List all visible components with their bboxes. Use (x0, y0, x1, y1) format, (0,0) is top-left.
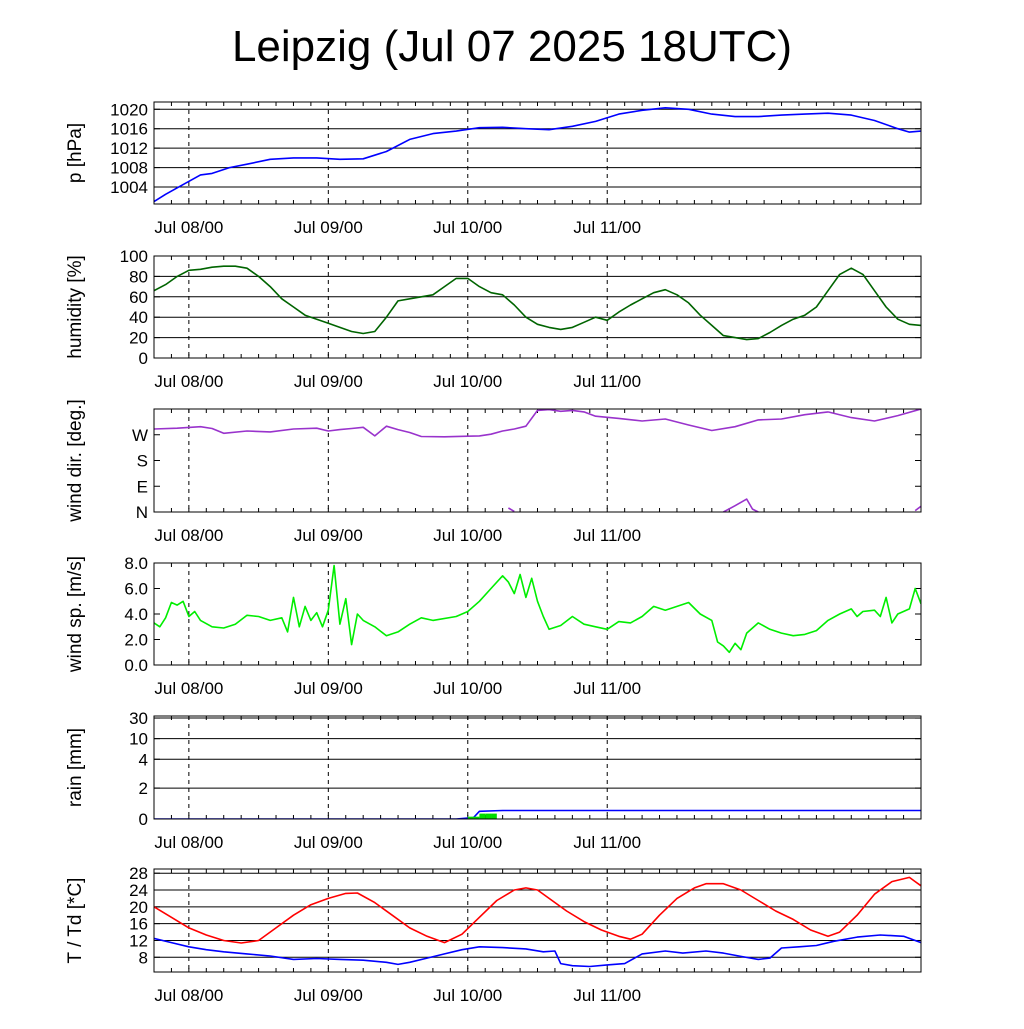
humidity-frame (153, 255, 922, 359)
y-tick-label: 40 (129, 308, 148, 327)
y-tick-label: N (136, 503, 148, 522)
t-temperature-line (154, 876, 921, 944)
wind-direction-line (508, 507, 515, 512)
chart-title: Leipzig (Jul 07 2025 18UTC) (231, 22, 793, 71)
x-tick-label: Jul 09/00 (294, 526, 363, 545)
x-tick-label: Jul 11/00 (573, 526, 641, 545)
x-tick-label: Jul 08/00 (154, 372, 223, 391)
x-tick-label: Jul 11/00 (573, 372, 641, 391)
wind-direction-frame (153, 408, 922, 513)
y-tick-label: 24 (129, 881, 148, 900)
y-tick-label: 1004 (110, 178, 148, 197)
pressure-frame (153, 101, 922, 205)
y-axis-label: wind sp. [m/s] (65, 556, 86, 673)
wind-direction-line (914, 505, 921, 512)
x-tick-label: Jul 10/00 (433, 218, 502, 237)
x-tick-label: Jul 09/00 (294, 679, 363, 698)
rain-data (154, 809, 921, 819)
rain-panel: 0 2 410 30 rain [mm] Jul 08/00 Jul 09/00 Jul 10… (65, 709, 922, 852)
y-tick-label: 6.0 (124, 580, 148, 599)
y-tick-label: W (132, 426, 148, 445)
y-tick-label: 2.0 (124, 631, 148, 650)
wind-speed-panel: 0.0 2.0 4.0 6.0 8.0 wind sp. [m/s] Jul 08/00 Ju… (65, 554, 922, 698)
y-tick-label: 60 (129, 288, 148, 307)
wind-direction-data (154, 409, 921, 512)
pressure-line (154, 107, 921, 203)
x-tick-label: Jul 09/00 (294, 986, 363, 1005)
y-tick-label: 12 (129, 931, 148, 950)
y-tick-label: E (137, 477, 148, 496)
x-tick-label: Jul 10/00 (433, 833, 502, 852)
x-tick-label: Jul 08/00 (154, 679, 223, 698)
wind-direction-line (827, 409, 921, 422)
pressure-data (154, 107, 921, 203)
td-temperature-line (154, 934, 921, 968)
y-tick-label: 10 (129, 730, 148, 749)
x-tick-label: Jul 08/00 (154, 526, 223, 545)
y-tick-label: 2 (139, 779, 148, 798)
y-axis-label: T / Td [*C] (65, 878, 86, 964)
x-tick-label: Jul 11/00 (573, 986, 641, 1005)
y-tick-label: 0 (139, 349, 148, 368)
y-tick-label: 4 (139, 750, 148, 769)
temperature-frame (153, 868, 922, 973)
temperature-data (154, 876, 921, 968)
x-tick-label: Jul 11/00 (573, 679, 641, 698)
y-axis-label: rain [mm] (65, 728, 86, 807)
x-tick-label: Jul 08/00 (154, 218, 223, 237)
rain-frame (153, 715, 922, 820)
y-tick-label: 1020 (110, 100, 148, 119)
y-tick-label: 1008 (110, 159, 148, 178)
y-tick-label: 8.0 (124, 554, 148, 573)
humidity-line (154, 265, 921, 341)
x-tick-label: Jul 10/00 (433, 372, 502, 391)
humidity-data (154, 265, 921, 341)
wind-direction-line (723, 498, 759, 512)
rain-bar (467, 816, 474, 819)
y-tick-label: 1012 (110, 139, 148, 158)
y-tick-label: 16 (129, 915, 148, 934)
y-tick-label: 4.0 (124, 605, 148, 624)
wind-speed-line (154, 564, 921, 654)
x-tick-label: Jul 09/00 (294, 218, 363, 237)
y-tick-label: 20 (129, 898, 148, 917)
x-tick-label: Jul 09/00 (294, 833, 363, 852)
y-tick-label: 0.0 (124, 656, 148, 675)
rain-bar (485, 813, 492, 819)
rain-line (154, 809, 921, 819)
y-axis-label: wind dir. [deg.] (65, 399, 86, 523)
x-tick-label: Jul 10/00 (433, 986, 502, 1005)
x-tick-label: Jul 08/00 (154, 986, 223, 1005)
wind-speed-frame (153, 562, 922, 666)
y-axis-label: humidity [%] (65, 255, 86, 358)
x-tick-label: Jul 11/00 (573, 833, 641, 852)
y-axis-label: p [hPa] (65, 123, 86, 183)
x-tick-label: Jul 09/00 (294, 372, 363, 391)
y-tick-label: 1016 (110, 120, 148, 139)
rain-bar (479, 813, 486, 819)
wind-speed-data (154, 564, 921, 654)
y-tick-label: 0 (139, 810, 148, 829)
y-tick-label: 80 (129, 267, 148, 286)
x-tick-label: Jul 11/00 (573, 218, 641, 237)
y-tick-label: 8 (139, 948, 148, 967)
rain-bar (473, 816, 480, 819)
x-tick-label: Jul 10/00 (433, 679, 502, 698)
y-tick-label: 100 (120, 247, 148, 266)
x-tick-label: Jul 08/00 (154, 833, 223, 852)
rain-bar (491, 813, 497, 819)
y-tick-label: 28 (129, 864, 148, 883)
y-tick-label: S (137, 452, 148, 471)
x-tick-label: Jul 10/00 (433, 526, 502, 545)
y-tick-label: 30 (129, 709, 148, 728)
y-tick-label: 20 (129, 329, 148, 348)
wind-direction-line (154, 409, 829, 438)
